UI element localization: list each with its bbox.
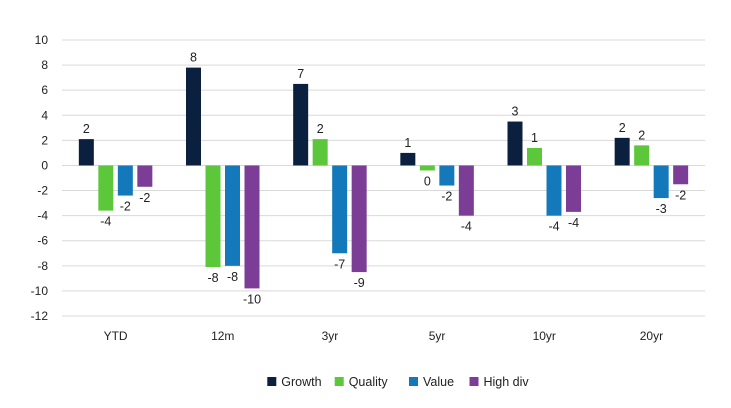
data-label: -4 [100,215,111,229]
x-tick-label: 20yr [640,329,663,343]
bar-value [225,165,240,266]
legend-swatch [334,377,344,386]
y-tick-label: -10 [31,284,49,298]
data-label: -2 [441,190,452,204]
y-tick-label: 2 [41,133,48,147]
y-tick-label: 6 [41,83,48,97]
legend-label: Growth [281,375,321,389]
bar-value [546,165,562,216]
bar-quality [312,139,328,166]
data-label: -2 [120,200,131,214]
bar-quality [419,165,435,171]
data-label: 7 [297,67,304,81]
data-label: -8 [207,271,218,285]
data-label: 2 [83,122,90,136]
y-axis-ticks: 10 8 6 4 2 0 -2 -4 -6 -8 -10 -12 [31,33,49,323]
x-tick-label: 12m [211,329,234,343]
legend-label: Value [423,375,454,389]
bar-high-div [673,165,689,185]
legend-swatch [409,377,418,386]
data-label: 3 [512,105,519,119]
bar-high-div [137,165,153,187]
y-tick-label: 10 [35,33,49,47]
bar-high-div [458,165,474,216]
gridlines [62,39,705,317]
y-tick-label: 0 [41,158,48,172]
data-label: -9 [354,276,365,290]
bar-high-div [351,165,367,273]
y-tick-label: 4 [41,108,48,122]
data-label: -10 [243,292,261,306]
legend-swatch [469,377,479,386]
data-label: -8 [227,270,238,284]
bar-value [439,165,455,186]
x-tick-label: 10yr [533,329,556,343]
x-tick-label: 5yr [429,329,446,343]
data-label: -2 [139,191,150,205]
data-label: 1 [404,136,411,150]
data-label: -2 [675,188,686,202]
data-label: -7 [334,257,345,271]
data-label: 8 [190,51,197,65]
data-label: 1 [531,131,538,145]
bar-value [117,165,133,196]
data-label: -4 [548,220,559,234]
data-label: 0 [424,174,431,188]
bar-quality [205,165,221,268]
bar-growth [293,83,309,166]
legend: Growth Quality Value High div [267,375,529,389]
y-tick-label: -12 [31,309,49,323]
data-label: -3 [656,202,667,216]
y-tick-label: 8 [41,58,48,72]
data-label: 2 [317,122,324,136]
bar-quality [634,145,650,166]
bar-growth [186,67,201,166]
x-axis-categories: YTD 12m 3yr 5yr 10yr 20yr [104,329,664,343]
bar-quality [98,165,114,211]
legend-label: High div [484,375,530,389]
data-label: -4 [568,216,579,230]
bar-value [332,165,348,254]
legend-swatch [267,377,277,386]
bar-growth [78,139,94,166]
x-tick-label: 3yr [322,329,339,343]
bar-growth [614,137,630,166]
y-tick-label: -2 [37,184,48,198]
legend-label: Quality [349,375,389,389]
bar-high-div [244,165,260,289]
bars [78,67,689,289]
bar-quality [527,147,542,166]
bar-value [653,165,669,199]
bar-high-div [566,165,581,212]
data-label: -4 [461,220,472,234]
y-tick-label: -6 [37,234,48,248]
data-label: 2 [638,128,645,142]
bar-growth [400,152,416,166]
y-tick-label: -8 [37,259,48,273]
data-label: 2 [619,121,626,135]
x-tick-label: YTD [104,329,128,343]
bar-growth [507,121,523,166]
y-tick-label: -4 [37,209,48,223]
